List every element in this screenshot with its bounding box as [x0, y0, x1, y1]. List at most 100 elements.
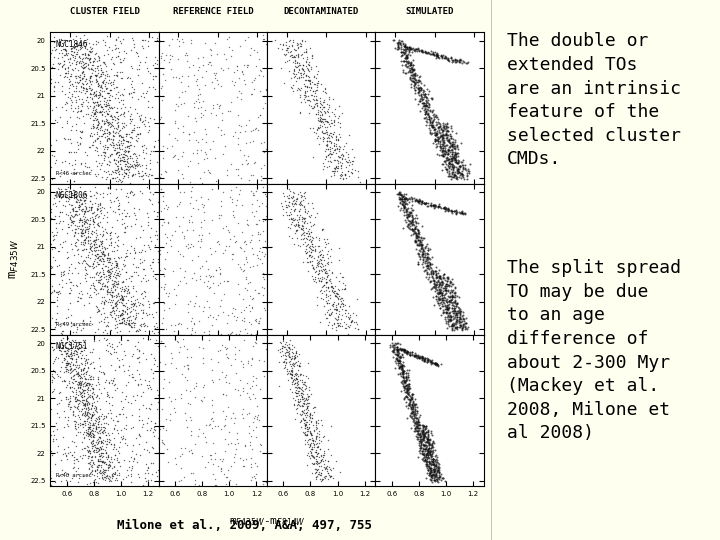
Point: [302, 198, 313, 207]
Point: [89, 446, 100, 454]
Point: [106, 349, 117, 358]
Point: [418, 435, 429, 444]
Point: [426, 471, 437, 480]
Point: [104, 230, 116, 239]
Point: [90, 381, 102, 389]
Point: [107, 293, 118, 301]
Point: [414, 86, 426, 94]
Point: [71, 234, 83, 243]
Point: [321, 465, 333, 474]
Point: [454, 307, 466, 316]
Point: [304, 244, 315, 252]
Point: [398, 211, 410, 220]
Point: [413, 83, 424, 92]
Point: [396, 193, 408, 201]
Point: [86, 465, 98, 474]
Point: [60, 468, 71, 476]
Point: [459, 209, 470, 218]
Point: [409, 86, 420, 94]
Point: [70, 120, 81, 129]
Point: [90, 252, 102, 260]
Point: [406, 193, 418, 202]
Point: [109, 291, 120, 300]
Point: [420, 267, 432, 276]
Point: [46, 450, 58, 459]
Point: [106, 440, 117, 449]
Point: [439, 163, 451, 171]
Point: [104, 127, 115, 136]
Point: [282, 200, 294, 209]
Point: [89, 251, 101, 260]
Point: [194, 425, 205, 434]
Point: [335, 173, 346, 182]
Point: [406, 414, 418, 422]
Point: [104, 150, 116, 159]
Point: [91, 391, 103, 400]
Point: [106, 301, 117, 309]
Point: [442, 314, 454, 323]
Point: [406, 407, 418, 416]
Point: [409, 395, 420, 403]
Point: [76, 454, 87, 462]
Point: [86, 429, 98, 437]
Point: [416, 242, 428, 251]
Point: [86, 45, 97, 53]
Point: [101, 434, 112, 443]
Point: [61, 253, 73, 262]
Point: [94, 119, 105, 127]
Point: [279, 197, 291, 205]
Point: [311, 449, 323, 458]
Point: [91, 242, 103, 251]
Point: [413, 438, 424, 447]
Point: [305, 210, 317, 219]
Point: [318, 161, 330, 170]
Point: [66, 269, 78, 278]
Point: [99, 262, 111, 271]
Point: [176, 475, 187, 484]
Point: [392, 346, 403, 355]
Point: [204, 451, 216, 460]
Point: [80, 382, 91, 390]
Point: [310, 421, 321, 429]
Point: [407, 350, 418, 359]
Point: [127, 171, 139, 179]
Point: [78, 401, 90, 409]
Point: [426, 359, 438, 367]
Point: [63, 58, 75, 67]
Point: [82, 375, 94, 383]
Point: [451, 158, 463, 167]
Point: [288, 379, 300, 388]
Point: [60, 349, 72, 358]
Point: [78, 417, 90, 426]
Point: [114, 91, 126, 100]
Point: [96, 247, 108, 255]
Point: [182, 161, 194, 170]
Point: [441, 289, 452, 298]
Point: [118, 218, 130, 227]
Point: [322, 163, 333, 172]
Point: [294, 397, 305, 406]
Point: [290, 392, 302, 401]
Point: [415, 437, 427, 446]
Point: [87, 384, 99, 393]
Point: [284, 343, 295, 352]
Point: [72, 368, 84, 377]
Point: [282, 57, 293, 65]
Point: [150, 355, 161, 364]
Point: [99, 423, 111, 432]
Point: [418, 434, 430, 442]
Point: [194, 242, 206, 251]
Point: [294, 199, 305, 208]
Point: [400, 45, 411, 53]
Point: [436, 132, 448, 141]
Point: [307, 240, 318, 248]
Point: [87, 385, 99, 394]
Point: [76, 393, 87, 401]
Point: [117, 317, 128, 326]
Point: [406, 390, 418, 399]
Point: [71, 137, 83, 146]
Point: [416, 247, 428, 256]
Point: [96, 81, 107, 90]
Point: [92, 457, 104, 465]
Point: [427, 356, 438, 364]
